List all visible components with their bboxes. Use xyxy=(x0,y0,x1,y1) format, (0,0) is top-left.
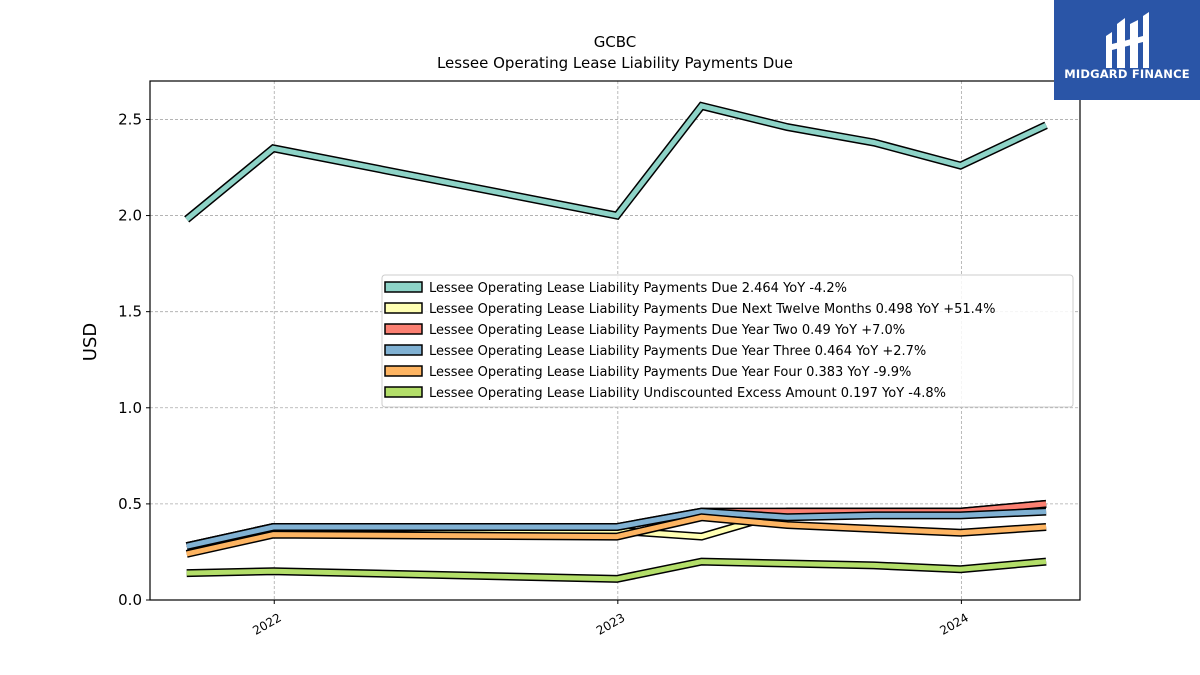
y-tick-label: 0.0 xyxy=(118,591,142,609)
legend: Lessee Operating Lease Liability Payment… xyxy=(381,274,1074,408)
series-line-4 xyxy=(186,514,1047,557)
y-tick-label: 1.0 xyxy=(118,399,142,417)
legend-swatch xyxy=(384,281,423,293)
legend-swatch xyxy=(384,386,423,398)
y-tick-label: 2.5 xyxy=(118,110,142,128)
legend-swatch xyxy=(384,323,423,335)
legend-label: Lessee Operating Lease Liability Payment… xyxy=(429,344,926,359)
plot-frame xyxy=(149,80,1081,601)
y-tick-label: 2.0 xyxy=(118,207,142,225)
legend-label: Lessee Operating Lease Liability Payment… xyxy=(429,365,911,380)
legend-swatch xyxy=(384,302,423,314)
legend-swatch xyxy=(384,344,423,356)
x-tick-label: 2023 xyxy=(594,610,627,637)
series-layer xyxy=(184,101,1048,583)
series-line-0 xyxy=(185,103,1048,222)
brand-logo: MIDGARD FINANCE xyxy=(1054,0,1200,100)
chart-title: GCBC xyxy=(594,33,637,51)
legend-box xyxy=(381,274,1074,408)
legend-label: Lessee Operating Lease Liability Payment… xyxy=(429,323,905,338)
y-tick-label: 1.5 xyxy=(118,303,142,321)
x-tick-label: 2024 xyxy=(937,610,970,637)
series-outline-0 xyxy=(184,101,1048,223)
legend-label: Lessee Operating Lease Liability Payment… xyxy=(429,281,847,296)
series-line-5 xyxy=(186,559,1047,582)
legend-swatch xyxy=(384,365,423,377)
series-line-3 xyxy=(186,509,1047,549)
chart-subtitle: Lessee Operating Lease Liability Payment… xyxy=(437,54,793,72)
legend-label: Lessee Operating Lease Liability Undisco… xyxy=(429,386,946,401)
legend-label: Lessee Operating Lease Liability Payment… xyxy=(429,302,995,317)
y-axis-label: USD xyxy=(80,323,101,361)
x-tick-label: 2022 xyxy=(250,610,283,637)
brand-name: MIDGARD FINANCE xyxy=(1064,67,1190,81)
midgard-logo-icon xyxy=(1106,12,1149,68)
y-tick-label: 0.5 xyxy=(118,495,142,513)
